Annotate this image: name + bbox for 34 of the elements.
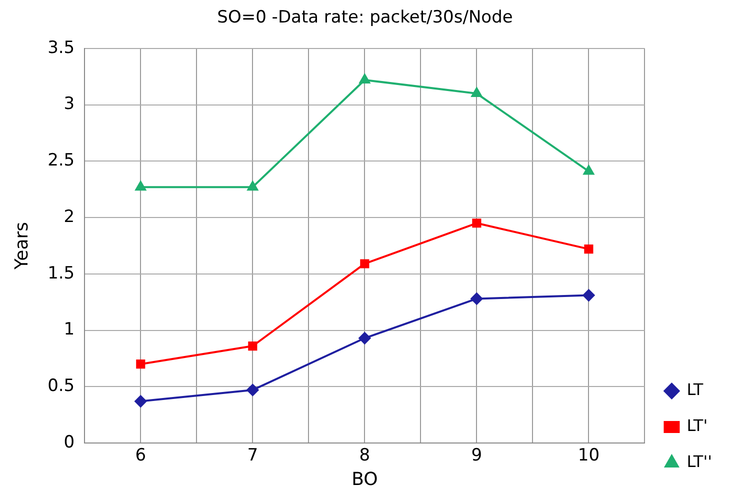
point <box>358 332 371 344</box>
x-tick-label: 7 <box>247 446 258 466</box>
y-tick-label: 1.5 <box>48 263 75 284</box>
x-tick-label: 9 <box>471 446 482 466</box>
point <box>136 360 146 369</box>
y-tick-label: 3 <box>64 94 75 114</box>
x-axis-title: BO <box>352 468 378 490</box>
y-tick-label: 0 <box>64 432 75 452</box>
point <box>582 289 595 302</box>
x-tick-label: 8 <box>359 446 370 466</box>
point <box>135 181 146 191</box>
y-tick-label: 2 <box>64 206 75 227</box>
point <box>359 74 370 84</box>
point <box>134 395 147 408</box>
point <box>360 259 370 268</box>
y-tick-label: 2.5 <box>48 150 75 171</box>
point <box>471 87 482 97</box>
point <box>584 244 594 254</box>
legend-label: LT' <box>686 416 708 436</box>
point <box>248 342 258 351</box>
legend-label: LT'' <box>686 452 712 472</box>
y-tick-label: 3.5 <box>48 38 75 58</box>
legend-label: LT <box>686 380 704 400</box>
point <box>470 292 483 305</box>
point <box>246 384 259 396</box>
point <box>472 218 482 228</box>
x-tick-label: 10 <box>578 446 600 466</box>
point <box>583 165 594 175</box>
chart-title: SO=0 -Data rate: packet/30s/Node <box>217 8 513 28</box>
y-tick-label: 1 <box>64 320 75 340</box>
x-tick-label: 6 <box>135 446 146 466</box>
y-axis-title: Years <box>11 222 32 270</box>
point <box>247 181 258 191</box>
y-tick-label: 0.5 <box>48 376 75 396</box>
